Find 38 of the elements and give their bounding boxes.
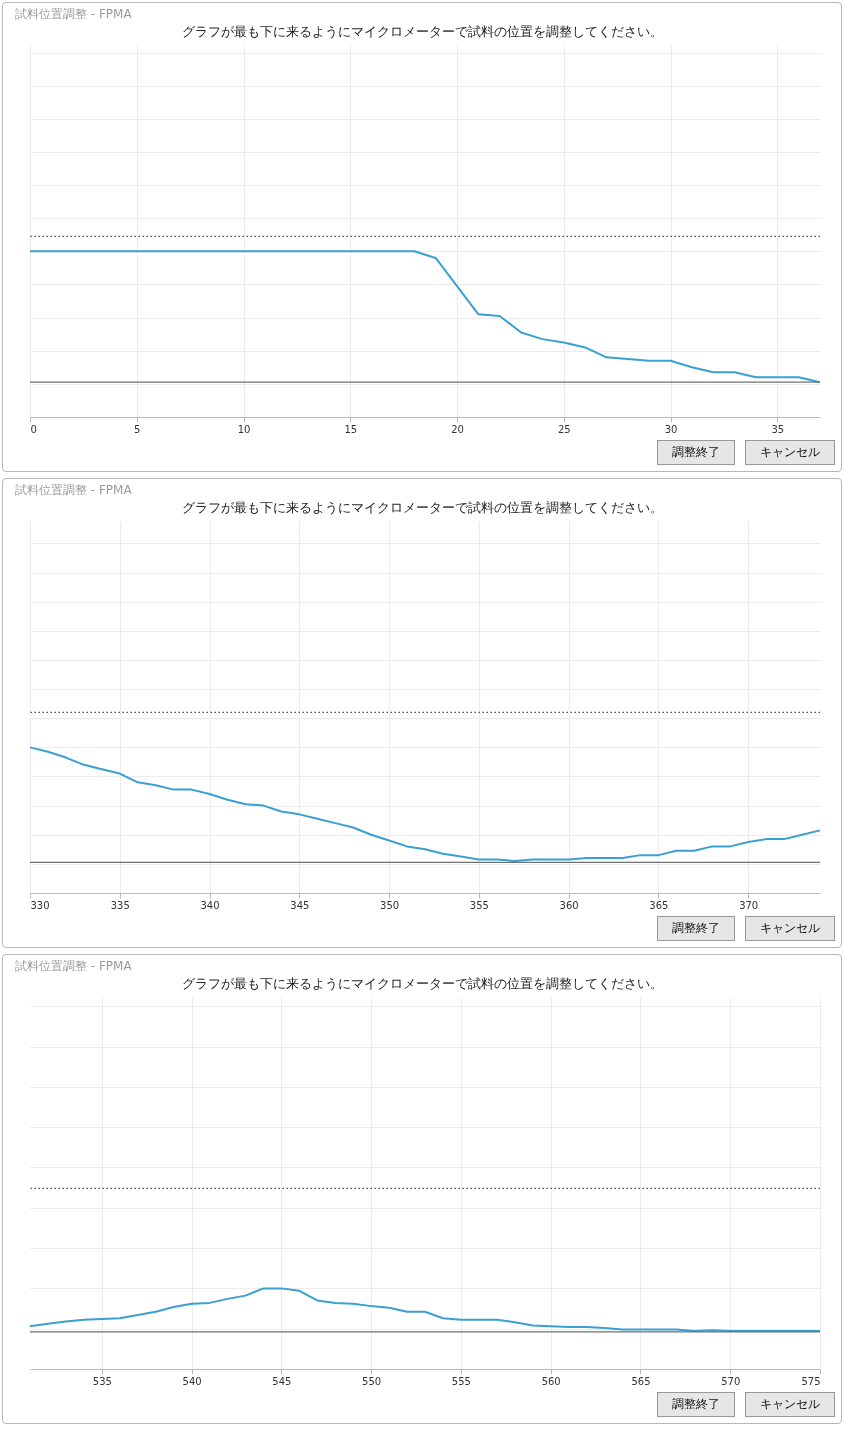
x-tick-label: 5 (134, 423, 141, 435)
chart-title: 試料位置調整 - FPMA (15, 6, 132, 23)
x-tick-label: 535 (92, 1375, 112, 1387)
text: キャンセル (745, 916, 835, 941)
x-tick-label: 575 (801, 1375, 821, 1387)
chart-subtitle: グラフが最も下に来るようにマイクロメーターで試料の位置を調整してください。 (180, 23, 664, 41)
x-tick-label: 15 (344, 423, 358, 435)
text: キャンセル (745, 440, 835, 465)
x-tick-label: 10 (237, 423, 251, 435)
x-tick-label: 355 (469, 899, 489, 911)
chart-subtitle: グラフが最も下に来るようにマイクロメーターで試料の位置を調整してください。 (180, 499, 664, 517)
x-tick-label: 350 (380, 899, 400, 911)
x-tick-label: 335 (110, 899, 130, 911)
x-tick-label: 360 (559, 899, 579, 911)
x-tick-label: 555 (451, 1375, 471, 1387)
x-tick-label: 560 (541, 1375, 561, 1387)
x-tick-label: 540 (182, 1375, 202, 1387)
x-tick-label: 565 (631, 1375, 651, 1387)
x-tick-label: 340 (200, 899, 220, 911)
x-tick-label: 545 (272, 1375, 292, 1387)
x-tick-label: 35 (771, 423, 785, 435)
x-tick-label: 330 (30, 899, 50, 911)
x-tick-label: 370 (739, 899, 759, 911)
text: 調整終了 (657, 916, 735, 941)
x-tick-label: 345 (290, 899, 310, 911)
x-tick-label: 20 (451, 423, 464, 435)
x-tick-label: 25 (557, 423, 571, 435)
x-tick-label: 0 (30, 423, 37, 435)
text: 調整終了 (657, 440, 735, 465)
x-tick-label: 365 (649, 899, 669, 911)
x-tick-label: 30 (664, 423, 678, 435)
x-tick-label: 570 (721, 1375, 741, 1387)
chart-title: 試料位置調整 - FPMA (15, 482, 132, 499)
text: 調整終了 (657, 1392, 735, 1417)
text: キャンセル (745, 1392, 835, 1417)
chart-title: 試料位置調整 - FPMA (15, 958, 132, 975)
chart-subtitle: グラフが最も下に来るようにマイクロメーターで試料の位置を調整してください。 (180, 975, 664, 993)
x-tick-label: 550 (362, 1375, 382, 1387)
